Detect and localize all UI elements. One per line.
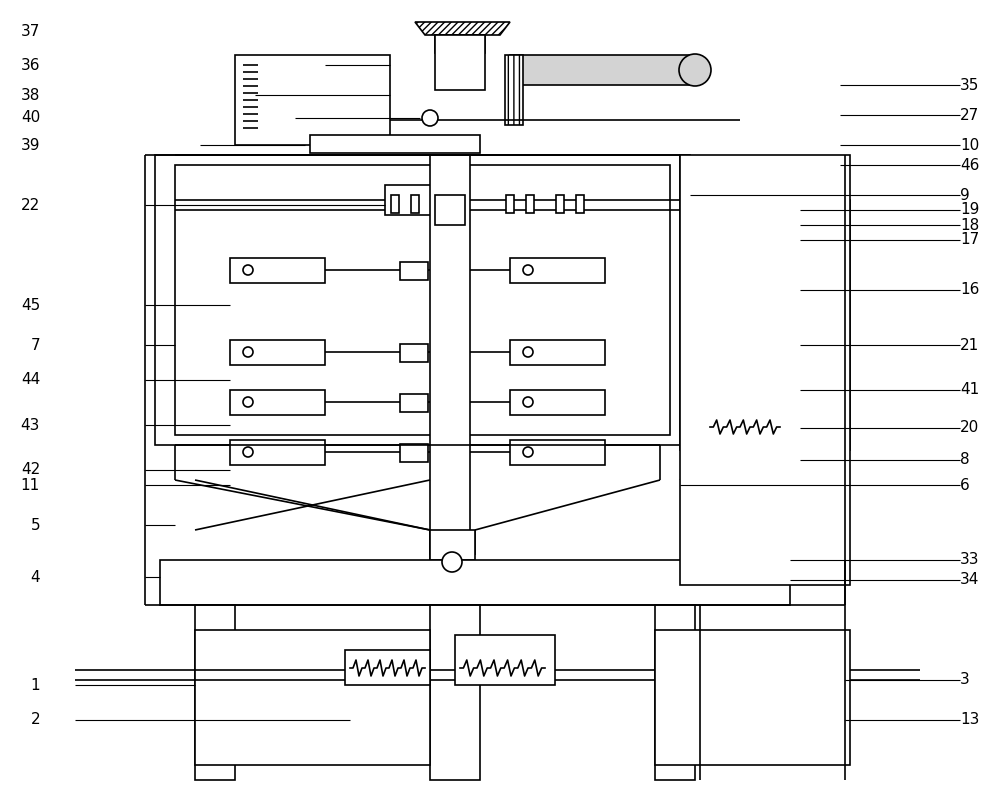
- Text: 2: 2: [30, 713, 40, 727]
- Text: 10: 10: [960, 138, 979, 152]
- Bar: [391, 195, 399, 213]
- Bar: [510, 340, 605, 365]
- Bar: [576, 195, 584, 213]
- Bar: [400, 394, 428, 412]
- Bar: [506, 195, 514, 213]
- Bar: [430, 155, 470, 565]
- Text: 19: 19: [960, 203, 979, 217]
- Circle shape: [243, 265, 253, 275]
- Bar: [510, 55, 695, 85]
- Bar: [345, 650, 430, 685]
- Text: 11: 11: [21, 478, 40, 492]
- Bar: [800, 410, 845, 445]
- Text: 21: 21: [960, 337, 979, 353]
- Text: 36: 36: [20, 58, 40, 72]
- Text: 8: 8: [960, 453, 970, 467]
- Bar: [745, 185, 770, 205]
- Text: 45: 45: [21, 298, 40, 312]
- Bar: [400, 262, 428, 280]
- Text: 42: 42: [21, 462, 40, 478]
- Bar: [400, 344, 428, 362]
- Bar: [430, 530, 475, 560]
- Bar: [461, 195, 469, 213]
- Text: 22: 22: [21, 198, 40, 212]
- Bar: [230, 440, 325, 465]
- Bar: [195, 630, 430, 765]
- Text: 17: 17: [960, 233, 979, 247]
- Bar: [310, 135, 480, 153]
- Circle shape: [523, 447, 533, 457]
- Bar: [510, 390, 605, 415]
- Circle shape: [442, 552, 462, 572]
- Text: 20: 20: [960, 420, 979, 436]
- Text: 13: 13: [960, 713, 979, 727]
- Circle shape: [243, 397, 253, 407]
- Bar: [400, 444, 428, 462]
- Text: 44: 44: [21, 372, 40, 388]
- Text: 46: 46: [960, 157, 979, 173]
- Bar: [430, 605, 480, 780]
- Text: 4: 4: [30, 569, 40, 585]
- Bar: [655, 605, 695, 780]
- Bar: [680, 200, 850, 450]
- Bar: [155, 155, 690, 445]
- Bar: [435, 195, 465, 225]
- Text: 40: 40: [21, 110, 40, 126]
- Bar: [505, 55, 523, 125]
- Bar: [230, 340, 325, 365]
- Text: 39: 39: [20, 138, 40, 152]
- Bar: [690, 418, 710, 436]
- Circle shape: [523, 265, 533, 275]
- Text: 33: 33: [960, 552, 980, 568]
- Text: 7: 7: [30, 337, 40, 353]
- Text: 38: 38: [21, 88, 40, 102]
- Bar: [680, 155, 850, 585]
- Bar: [435, 35, 485, 90]
- Bar: [435, 35, 485, 53]
- Circle shape: [243, 347, 253, 357]
- Text: 43: 43: [21, 418, 40, 432]
- Text: 6: 6: [960, 478, 970, 492]
- Circle shape: [243, 447, 253, 457]
- Circle shape: [679, 54, 711, 86]
- Bar: [160, 560, 790, 605]
- Bar: [385, 185, 465, 215]
- Polygon shape: [415, 22, 510, 35]
- Bar: [655, 630, 850, 765]
- Text: 16: 16: [960, 282, 979, 298]
- Text: 9: 9: [960, 187, 970, 203]
- Bar: [441, 195, 449, 213]
- Bar: [455, 635, 555, 685]
- Bar: [780, 418, 800, 436]
- Bar: [411, 195, 419, 213]
- Circle shape: [422, 110, 438, 126]
- Circle shape: [523, 397, 533, 407]
- Text: 5: 5: [30, 517, 40, 533]
- Bar: [526, 195, 534, 213]
- Text: 37: 37: [21, 24, 40, 40]
- Text: 3: 3: [960, 672, 970, 688]
- Text: 18: 18: [960, 217, 979, 233]
- Bar: [235, 55, 390, 145]
- Bar: [230, 258, 325, 283]
- Text: 1: 1: [30, 677, 40, 693]
- Text: 41: 41: [960, 383, 979, 397]
- Circle shape: [523, 347, 533, 357]
- Bar: [230, 390, 325, 415]
- Text: 34: 34: [960, 573, 979, 587]
- Bar: [510, 258, 605, 283]
- Text: 27: 27: [960, 108, 979, 122]
- Bar: [195, 605, 235, 780]
- Bar: [510, 440, 605, 465]
- Text: 35: 35: [960, 78, 979, 92]
- Bar: [175, 165, 670, 435]
- Bar: [556, 195, 564, 213]
- Polygon shape: [720, 175, 800, 185]
